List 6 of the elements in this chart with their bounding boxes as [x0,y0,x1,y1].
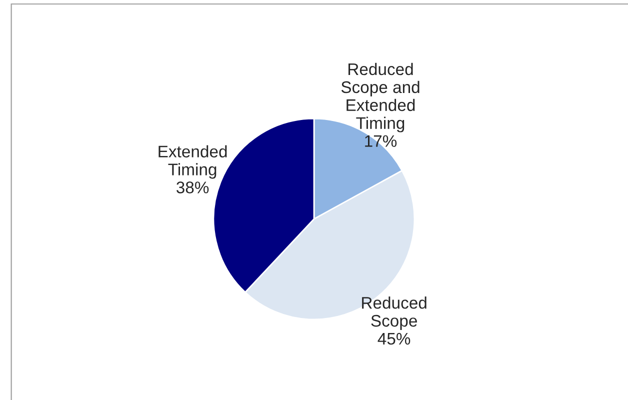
slice-label: Reduced Scope and Extended Timing [341,62,420,132]
slice-label: Extended Timing [158,145,227,179]
data-label: 17% [365,135,397,147]
data-label: 38% [176,182,209,194]
data-label: 45% [378,332,410,345]
slice-label: Reduced Scope [362,296,426,330]
